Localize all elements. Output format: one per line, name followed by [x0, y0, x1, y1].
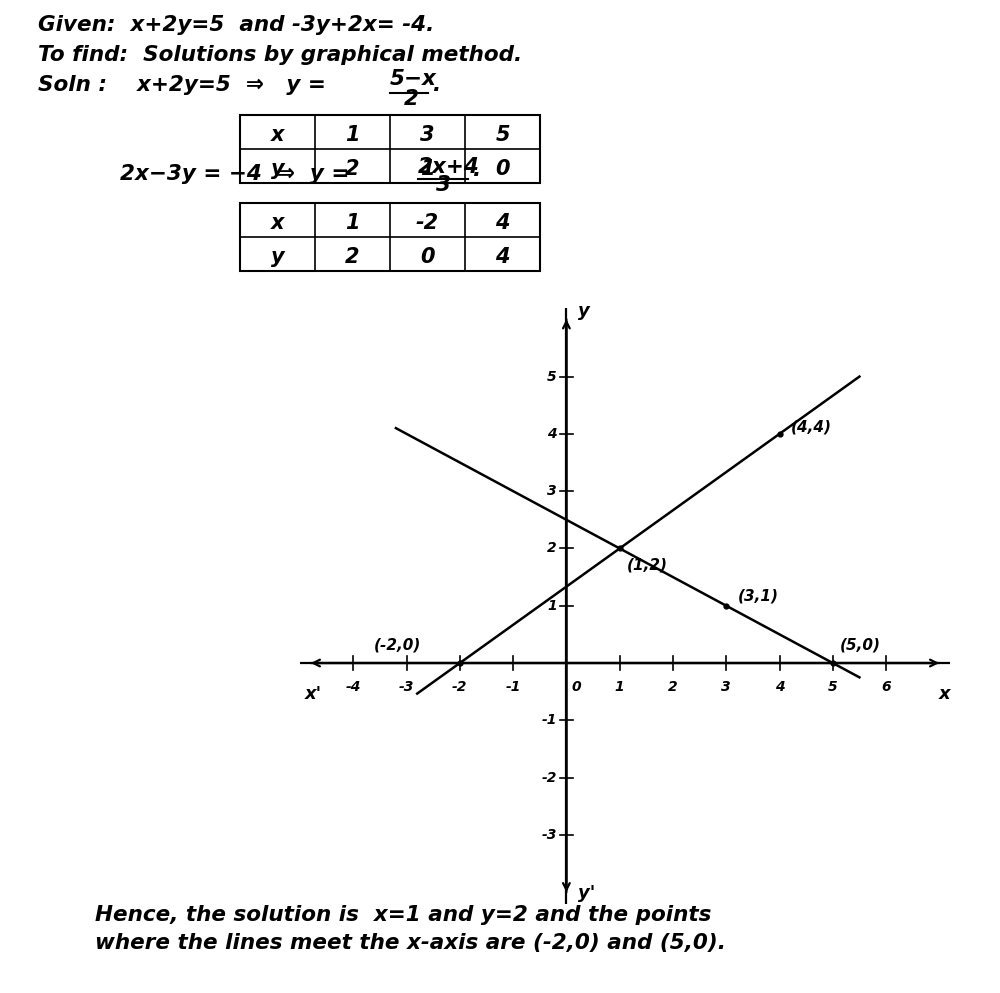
Text: 3: 3: [420, 125, 435, 145]
Text: 5: 5: [828, 680, 838, 694]
Text: x: x: [271, 125, 284, 145]
Text: Soln :    x+2y=5  ⇒   y =: Soln : x+2y=5 ⇒ y =: [38, 75, 326, 95]
Text: -1: -1: [505, 680, 521, 694]
Text: (4,4): (4,4): [791, 419, 832, 434]
Text: y: y: [271, 159, 284, 179]
Text: 2: 2: [404, 89, 419, 109]
Text: -3: -3: [399, 680, 414, 694]
Text: 4: 4: [775, 680, 784, 694]
Text: 3: 3: [547, 485, 557, 498]
Text: 4: 4: [547, 427, 557, 441]
Text: (3,1): (3,1): [737, 588, 778, 603]
Text: 1: 1: [345, 213, 360, 233]
Text: -1: -1: [541, 713, 557, 727]
Text: (5,0): (5,0): [840, 638, 881, 652]
Text: Hence, the solution is  x=1 and y=2 and the points: Hence, the solution is x=1 and y=2 and t…: [95, 905, 711, 925]
Text: -2: -2: [452, 680, 468, 694]
Text: 2: 2: [668, 680, 678, 694]
Text: 0: 0: [420, 247, 435, 267]
Text: 2: 2: [547, 541, 557, 555]
Bar: [240, 115, 540, 183]
Text: where the lines meet the x-axis are (-2,0) and (5,0).: where the lines meet the x-axis are (-2,…: [95, 933, 726, 953]
Text: 5: 5: [547, 369, 557, 383]
Text: (1,2): (1,2): [627, 557, 668, 572]
Text: 2: 2: [345, 247, 360, 267]
Text: 2x−3y = −4  ⇒  y =: 2x−3y = −4 ⇒ y =: [120, 164, 357, 184]
Text: y: y: [578, 302, 590, 320]
Text: x: x: [271, 213, 284, 233]
Text: 5: 5: [495, 125, 510, 145]
Text: 1: 1: [420, 159, 435, 179]
Text: Given:  x+2y=5  and -3y+2x= -4.: Given: x+2y=5 and -3y+2x= -4.: [38, 15, 434, 35]
Text: 6: 6: [881, 680, 891, 694]
Text: -2: -2: [416, 213, 439, 233]
Text: 3: 3: [436, 175, 451, 195]
Text: y': y': [578, 885, 595, 903]
Text: 4: 4: [495, 247, 510, 267]
Text: y: y: [271, 247, 284, 267]
Text: .: .: [472, 160, 480, 180]
Text: -4: -4: [346, 680, 361, 694]
Text: 3: 3: [721, 680, 731, 694]
Text: To find:  Solutions by graphical method.: To find: Solutions by graphical method.: [38, 45, 522, 65]
Text: 2: 2: [345, 159, 360, 179]
Text: x': x': [305, 685, 322, 703]
Text: 0: 0: [495, 159, 510, 179]
Text: 1: 1: [345, 125, 360, 145]
Text: -3: -3: [541, 828, 557, 842]
Text: -2: -2: [541, 771, 557, 784]
Text: 2x+4: 2x+4: [418, 157, 480, 177]
Text: 1: 1: [547, 599, 557, 613]
Text: 1: 1: [615, 680, 624, 694]
Text: (-2,0): (-2,0): [374, 638, 421, 652]
Text: x: x: [939, 685, 950, 703]
Text: .: .: [432, 75, 440, 95]
Text: 0: 0: [571, 680, 581, 694]
Text: 4: 4: [495, 213, 510, 233]
Text: 5−x: 5−x: [390, 69, 437, 89]
Bar: [240, 203, 540, 271]
